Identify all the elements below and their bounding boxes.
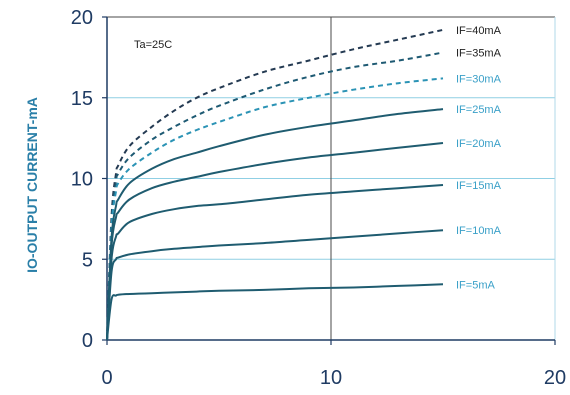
series-label-if-5ma: IF=5mA — [456, 279, 495, 291]
series-label-if-20ma: IF=20mA — [456, 138, 502, 150]
series-line-if-20ma — [106, 142, 444, 341]
condition-annotation: Ta=25C — [134, 39, 172, 51]
series-line-if-10ma — [106, 229, 444, 341]
series-label-if-15ma: IF=15mA — [456, 180, 502, 192]
series-line-if-25ma — [106, 108, 444, 341]
series-label-if-35ma: IF=35mA — [456, 48, 502, 60]
series-label-if-25ma: IF=25mA — [456, 104, 502, 116]
y-tick-label: 0 — [82, 330, 93, 352]
y-tick-label: 5 — [82, 249, 93, 271]
y-axis-label: IO-OUTPUT CURRENT-mA — [24, 97, 40, 273]
x-tick-label: 20 — [544, 367, 566, 389]
series-line-if-5ma — [106, 283, 444, 341]
series-line-if-30ma — [106, 77, 444, 341]
y-tick-label: 15 — [71, 88, 93, 110]
x-tick-labels: 0 10 20 — [101, 340, 566, 389]
series-line-if-35ma — [106, 51, 444, 341]
series-line-if-40ma — [106, 28, 444, 341]
series-label-if-30ma: IF=30mA — [456, 73, 502, 85]
series-label-if-10ma: IF=10mA — [456, 225, 502, 237]
series-label-if-40ma: IF=40mA — [456, 25, 502, 37]
series-lines — [106, 28, 444, 341]
x-tick-label: 10 — [320, 367, 342, 389]
series-line-if-15ma — [106, 184, 444, 341]
x-tick-label: 0 — [101, 367, 112, 389]
series-labels: IF=40mA IF=35mA IF=30mA IF=25mA IF=20mA IF=15… — [456, 25, 502, 291]
y-tick-label: 20 — [71, 7, 93, 29]
y-tick-label: 10 — [71, 169, 93, 191]
y-tick-labels: 0 5 10 15 20 — [71, 7, 107, 352]
